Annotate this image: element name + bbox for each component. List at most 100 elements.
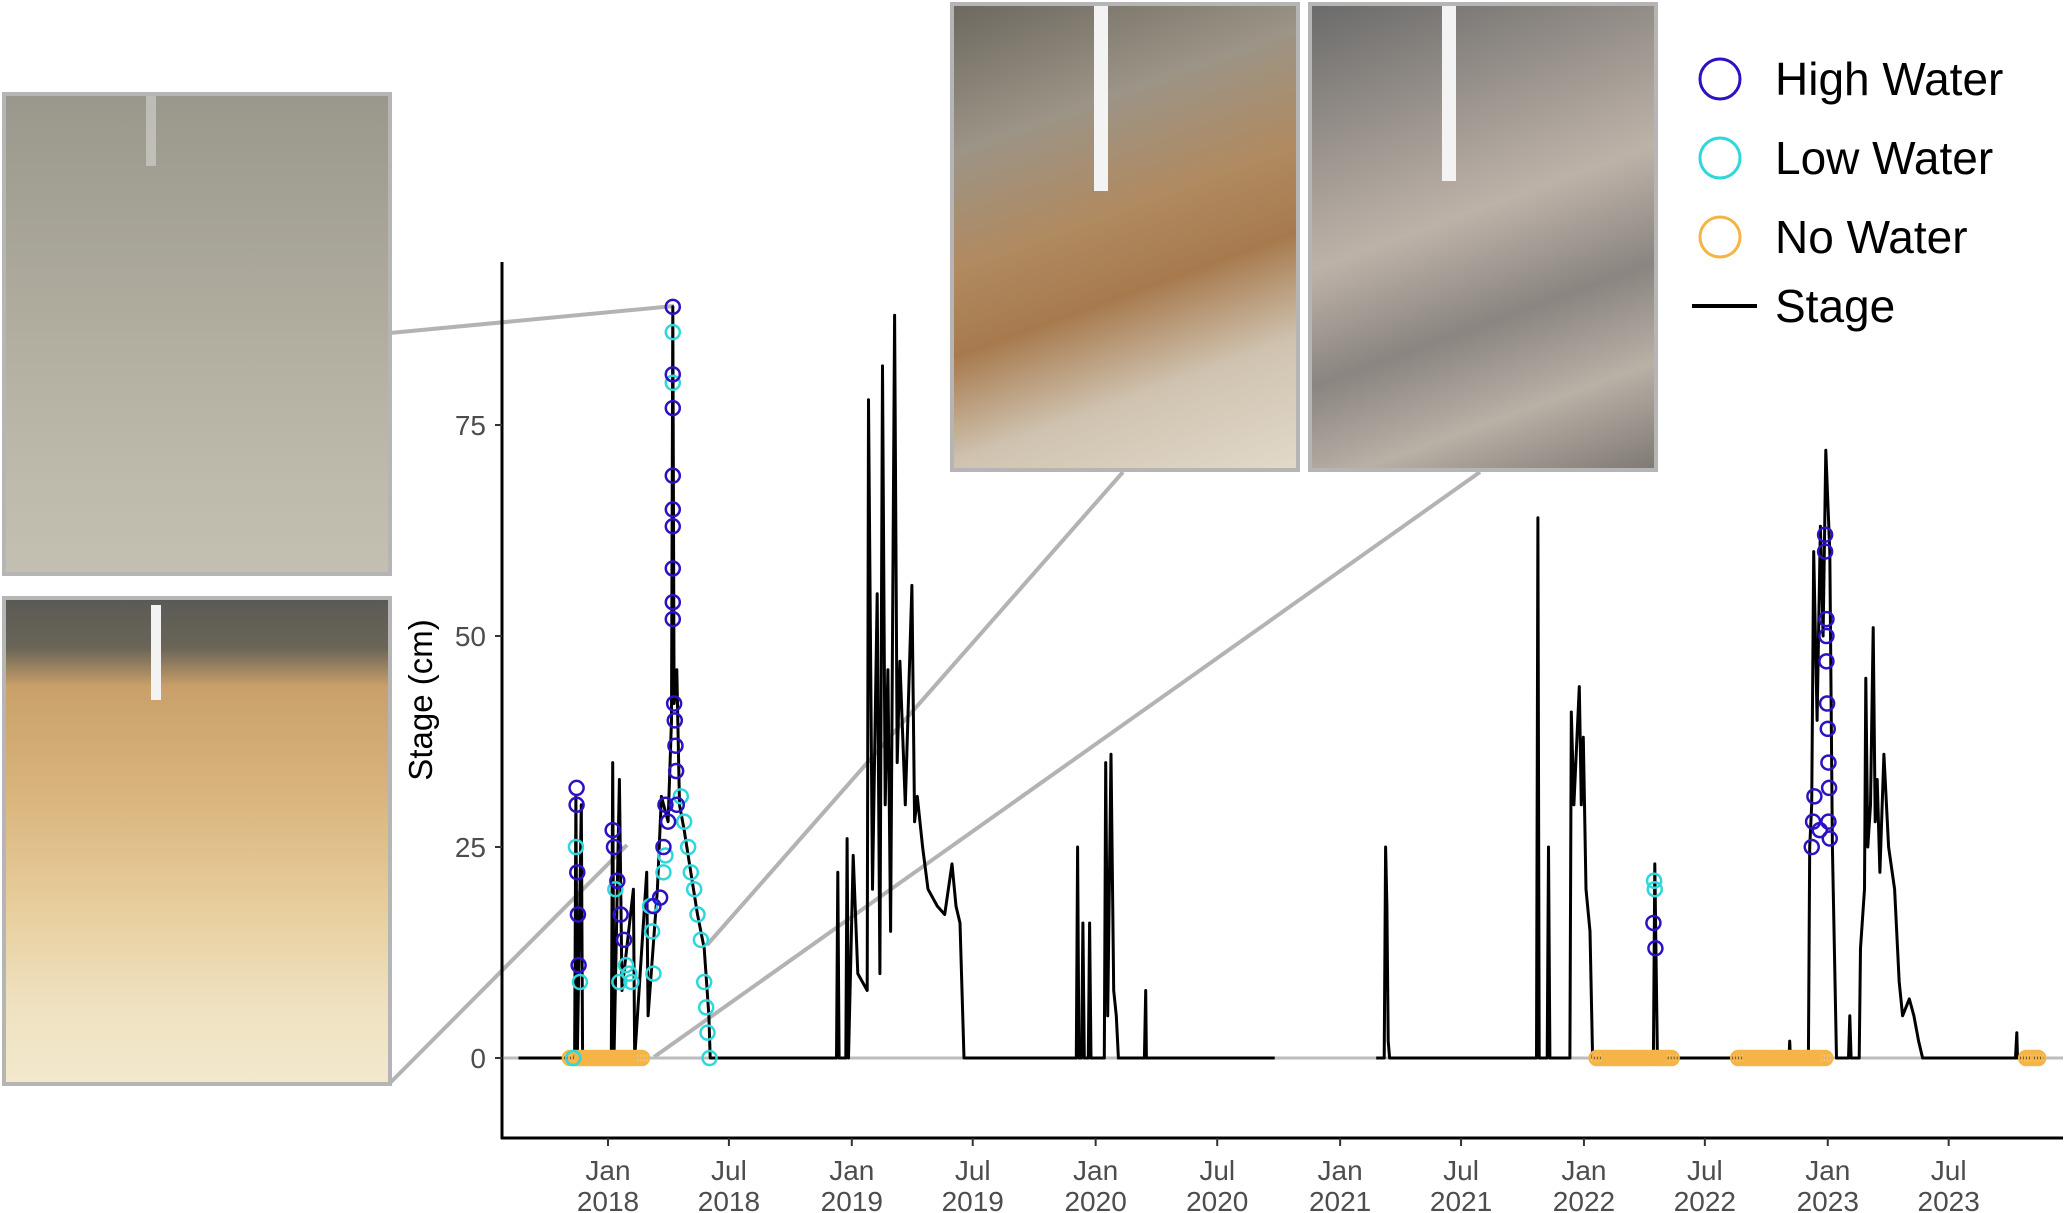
low-water-point [699, 1024, 716, 1041]
connector-line [389, 304, 675, 335]
low-water-point [695, 973, 713, 991]
y-tick-label: 75 [455, 410, 486, 441]
legend-key-no-water-icon [1698, 215, 1742, 259]
high-water-point [1819, 720, 1837, 738]
low-water-point [701, 1049, 718, 1067]
no-water-point [633, 1049, 651, 1067]
legend-label: Stage [1775, 280, 1895, 332]
low-water-point [567, 838, 585, 856]
low-water-point [645, 965, 662, 982]
low-water-point [571, 973, 589, 991]
photo-dry [1308, 2, 1658, 472]
low-water-point [565, 1049, 582, 1067]
x-tick-label-month: Jan [1073, 1155, 1118, 1186]
staff-gauge [1094, 6, 1108, 191]
y-tick-label: 25 [455, 832, 486, 863]
x-tick-label-month: Jan [585, 1155, 630, 1186]
high-water-point [1820, 779, 1838, 797]
high-water-point [609, 872, 626, 890]
photo-flood-turbid [2, 92, 392, 576]
x-tick-label-month: Jan [1561, 1155, 1606, 1186]
legend-key-low-water-icon [1698, 136, 1742, 180]
stage-line [1376, 448, 2044, 1060]
high-water-point [569, 864, 586, 881]
high-water-point [569, 906, 587, 923]
stage-line [518, 305, 1275, 1060]
connector-line [705, 470, 1125, 947]
x-tick-label-month: Jul [1443, 1155, 1479, 1186]
high-water-point [651, 889, 669, 906]
legend-label: Low Water [1775, 132, 1993, 184]
low-water-point [697, 999, 715, 1016]
photo-flood-high [2, 596, 392, 1086]
low-water-point [664, 323, 682, 341]
x-tick-label-year: 2022 [1674, 1186, 1736, 1213]
x-tick-label-month: Jul [955, 1155, 991, 1186]
stage-series [518, 305, 2044, 1060]
low-water-point [664, 374, 682, 392]
x-tick-label-month: Jul [1931, 1155, 1967, 1186]
high-water-point [1811, 821, 1829, 839]
high-water-point [1818, 653, 1835, 670]
low-water-point [611, 973, 628, 991]
high-water-points [568, 298, 1839, 974]
high-water-point [667, 762, 685, 780]
y-tick-label: 50 [455, 621, 486, 652]
legend-label: No Water [1775, 211, 1968, 263]
high-water-point [612, 906, 629, 923]
high-water-point [664, 593, 682, 611]
x-tick-label-year: 2021 [1430, 1186, 1492, 1213]
x-tick-label-month: Jul [711, 1155, 747, 1186]
y-tick-label: 0 [470, 1043, 486, 1074]
high-water-point [1818, 610, 1835, 628]
high-water-point [664, 298, 682, 316]
high-water-point [1803, 838, 1820, 856]
high-water-point [664, 501, 682, 518]
high-water-point [1821, 830, 1839, 847]
high-water-point [664, 467, 682, 484]
low-water-point [672, 788, 690, 805]
low-water-point [643, 923, 661, 940]
x-tick-label-year: 2021 [1309, 1186, 1371, 1213]
high-water-point [657, 796, 674, 814]
high-water-point [615, 931, 633, 949]
x-tick-label-year: 2019 [821, 1186, 883, 1213]
high-water-point [1820, 813, 1837, 830]
x-tick-label-month: Jan [1805, 1155, 1850, 1186]
x-tick-label-year: 2023 [1918, 1186, 1980, 1213]
high-water-point [664, 610, 682, 628]
high-water-point [1820, 754, 1837, 771]
photo-connectors [388, 304, 1482, 1085]
high-water-point [1816, 543, 1834, 560]
axes: 0255075Jan2018Jul2018Jan2019Jul2019Jan20… [455, 262, 2063, 1213]
low-water-points [565, 323, 1664, 1067]
low-water-point [675, 813, 693, 830]
x-tick-label-year: 2020 [1186, 1186, 1248, 1213]
high-water-point [570, 956, 587, 974]
no-water-point [1817, 1049, 1834, 1067]
x-tick-label-year: 2018 [698, 1186, 760, 1213]
x-tick-label-year: 2018 [577, 1186, 639, 1213]
photo-low-water [950, 2, 1300, 472]
staff-gauge [146, 96, 156, 166]
x-tick-label-month: Jul [1687, 1155, 1723, 1186]
x-tick-label-month: Jul [1199, 1155, 1235, 1186]
high-water-point [604, 821, 621, 839]
staff-gauge [151, 605, 161, 700]
x-tick-label-year: 2020 [1064, 1186, 1126, 1213]
x-tick-label-month: Jan [1318, 1155, 1363, 1186]
y-axis-label: Stage (cm) [402, 619, 439, 780]
x-tick-label-year: 2019 [942, 1186, 1004, 1213]
x-tick-label-year: 2022 [1553, 1186, 1615, 1213]
high-water-point [664, 560, 682, 577]
low-water-point [1646, 880, 1664, 898]
low-water-point [685, 880, 703, 898]
low-water-point [623, 973, 640, 991]
high-water-point [664, 518, 682, 535]
high-water-point [568, 796, 585, 814]
no-water-points [561, 1049, 2047, 1067]
x-tick-label-month: Jan [829, 1155, 874, 1186]
high-water-point [568, 779, 585, 797]
low-water-point [655, 864, 672, 881]
high-water-point [1818, 627, 1835, 645]
